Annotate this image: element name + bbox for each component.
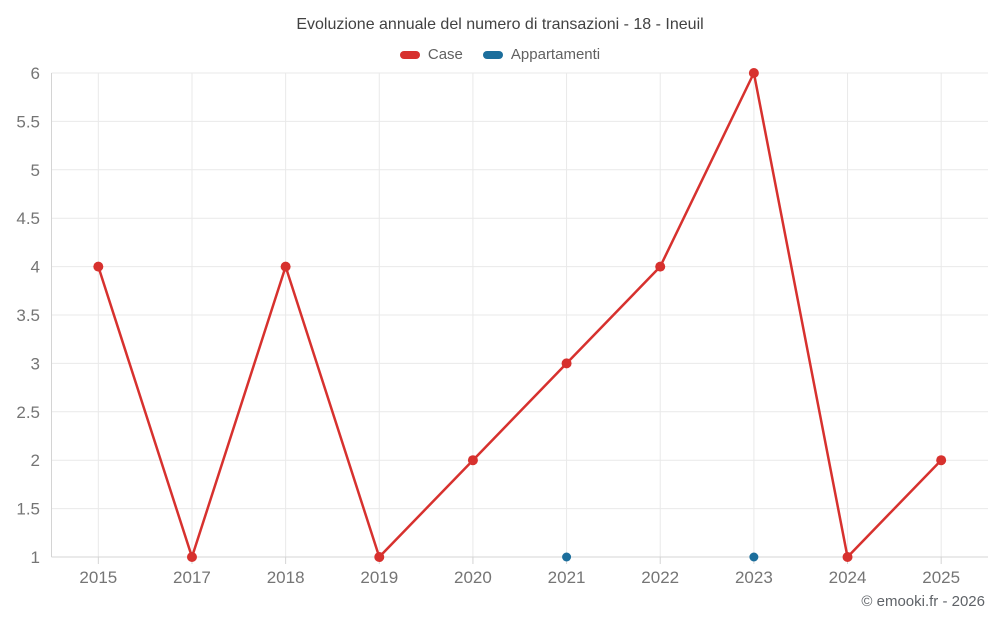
legend-item-appartamenti[interactable]: Appartamenti [482, 46, 601, 63]
legend-item-case[interactable]: Case [399, 46, 463, 63]
y-tick-label: 5.5 [16, 112, 40, 131]
legend-label: Case [427, 46, 463, 63]
x-tick-label: 2017 [173, 568, 211, 587]
legend-swatch-case [399, 50, 420, 59]
x-tick-label: 2015 [79, 568, 117, 587]
data-point-case-2017[interactable] [186, 552, 197, 562]
y-tick-label: 1.5 [16, 500, 40, 519]
data-point-case-2015[interactable] [93, 261, 104, 272]
chart-legend: Case Appartamenti [0, 46, 1000, 63]
data-point-case-2020[interactable] [467, 455, 478, 466]
data-point-case-2019[interactable] [374, 552, 385, 562]
x-tick-label: 2024 [829, 568, 867, 587]
copyright-text: © emooki.fr - 2026 [861, 593, 985, 610]
legend-label: Appartamenti [510, 46, 601, 63]
x-tick-label: 2019 [360, 568, 398, 587]
data-point-case-2024[interactable] [842, 552, 853, 562]
y-tick-label: 4 [31, 258, 40, 277]
y-tick-label: 6 [31, 64, 40, 83]
legend-swatch-appartamenti [482, 50, 503, 59]
data-point-case-2018[interactable] [280, 261, 291, 272]
y-tick-label: 1 [31, 548, 40, 567]
data-point-appartamenti-2023[interactable] [749, 552, 759, 562]
chart-title: Evoluzione annuale del numero di transaz… [296, 16, 704, 33]
y-tick-label: 4.5 [16, 209, 40, 228]
x-tick-label: 2020 [454, 568, 492, 587]
y-tick-label: 3 [31, 354, 40, 373]
data-point-appartamenti-2021[interactable] [562, 552, 572, 562]
y-tick-label: 2.5 [16, 403, 40, 422]
x-tick-label: 2025 [922, 568, 960, 587]
data-point-case-2023[interactable] [748, 68, 759, 78]
x-tick-label: 2023 [735, 568, 773, 587]
x-tick-label: 2021 [548, 568, 586, 587]
y-tick-label: 2 [31, 451, 40, 470]
x-tick-label: 2022 [641, 568, 679, 587]
data-point-case-2021[interactable] [561, 358, 572, 369]
data-point-case-2025[interactable] [936, 455, 947, 466]
series-line-case [97, 71, 943, 559]
x-tick-label: 2018 [267, 568, 305, 587]
y-tick-label: 3.5 [16, 306, 40, 325]
data-point-case-2022[interactable] [655, 261, 666, 272]
y-tick-label: 5 [31, 161, 40, 180]
